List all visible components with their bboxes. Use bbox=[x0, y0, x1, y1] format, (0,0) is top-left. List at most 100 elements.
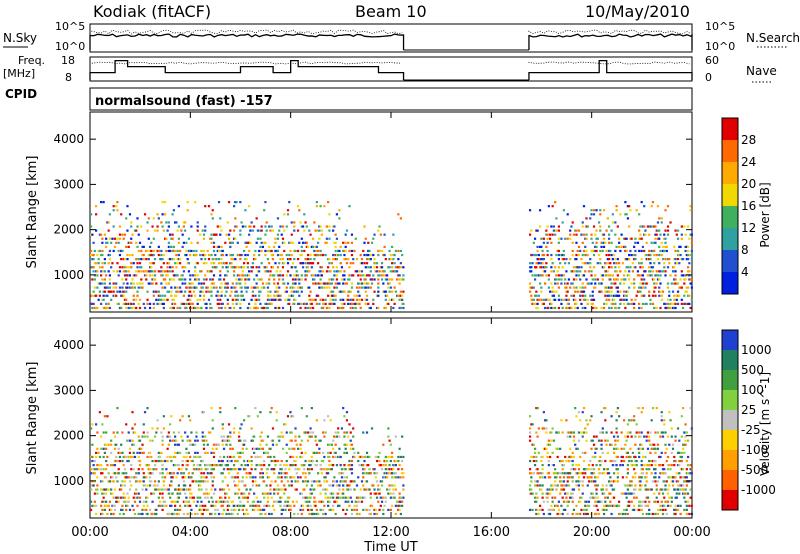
range-time-cell bbox=[137, 439, 140, 442]
range-time-cell bbox=[304, 258, 307, 261]
range-time-cell bbox=[150, 282, 153, 285]
range-time-cell bbox=[140, 249, 143, 253]
range-time-cell bbox=[327, 472, 330, 475]
range-time-cell bbox=[369, 253, 372, 257]
range-time-cell bbox=[686, 492, 690, 495]
range-time-cell bbox=[579, 480, 582, 483]
range-time-cell bbox=[93, 262, 96, 265]
range-time-cell bbox=[184, 290, 187, 293]
range-time-cell bbox=[143, 484, 147, 487]
range-time-cell bbox=[564, 492, 567, 495]
range-time-cell bbox=[289, 504, 292, 507]
range-time-cell bbox=[317, 274, 320, 277]
range-time-cell bbox=[332, 439, 335, 442]
range-time-cell bbox=[304, 451, 307, 454]
range-time-cell bbox=[349, 464, 352, 467]
range-time-cell bbox=[401, 302, 404, 306]
range-time-cell bbox=[350, 443, 354, 446]
range-time-cell bbox=[332, 225, 335, 228]
range-time-cell bbox=[367, 472, 370, 475]
range-time-cell bbox=[126, 205, 129, 208]
range-time-cell bbox=[562, 484, 566, 487]
range-time-cell bbox=[212, 468, 216, 471]
range-time-cell bbox=[564, 282, 567, 285]
range-time-cell bbox=[352, 306, 355, 310]
range-time-cell bbox=[156, 225, 159, 228]
range-time-cell bbox=[354, 302, 357, 306]
range-time-cell bbox=[121, 249, 124, 253]
range-time-cell bbox=[163, 476, 167, 479]
range-time-cell bbox=[176, 500, 179, 503]
range-time-cell bbox=[354, 237, 357, 240]
range-time-cell bbox=[299, 447, 302, 450]
range-time-cell bbox=[192, 500, 196, 503]
range-time-cell bbox=[205, 476, 208, 479]
range-time-cell bbox=[163, 294, 167, 297]
range-time-cell bbox=[358, 512, 361, 516]
range-time-cell bbox=[202, 411, 206, 414]
range-time-cell bbox=[244, 512, 247, 516]
range-time-cell bbox=[327, 200, 330, 204]
range-time-cell bbox=[545, 298, 548, 301]
range-time-cell bbox=[264, 241, 267, 244]
range-time-cell bbox=[196, 262, 199, 265]
range-time-cell bbox=[338, 488, 341, 491]
range-time-cell bbox=[619, 302, 622, 306]
range-time-cell bbox=[550, 253, 553, 257]
range-time-cell bbox=[253, 451, 256, 454]
range-time-cell bbox=[153, 435, 157, 438]
range-time-cell bbox=[394, 249, 397, 253]
range-time-cell bbox=[219, 464, 222, 467]
range-time-cell bbox=[171, 476, 174, 479]
range-time-cell bbox=[396, 266, 399, 269]
range-time-cell bbox=[391, 504, 394, 507]
range-time-cell bbox=[189, 249, 192, 253]
range-time-cell bbox=[630, 464, 633, 467]
range-time-cell bbox=[186, 464, 189, 467]
range-time-cell bbox=[328, 213, 331, 216]
range-time-cell bbox=[155, 488, 158, 491]
range-time-cell bbox=[334, 512, 337, 516]
range-time-cell bbox=[286, 496, 290, 499]
range-time-cell bbox=[256, 237, 260, 240]
range-time-cell bbox=[167, 290, 170, 293]
range-time-cell bbox=[256, 306, 260, 310]
range-time-cell bbox=[685, 468, 688, 471]
range-time-cell bbox=[145, 278, 148, 281]
range-time-cell bbox=[616, 447, 619, 450]
range-time-cell bbox=[590, 480, 593, 483]
range-time-cell bbox=[358, 270, 361, 273]
range-time-cell bbox=[653, 459, 656, 463]
range-time-cell bbox=[648, 468, 651, 471]
range-time-cell bbox=[363, 455, 366, 459]
range-time-cell bbox=[236, 294, 239, 297]
range-time-cell bbox=[117, 249, 120, 253]
range-time-cell bbox=[387, 302, 390, 306]
range-time-cell bbox=[322, 459, 325, 463]
range-time-cell bbox=[634, 237, 637, 240]
range-time-cell bbox=[162, 500, 165, 503]
range-time-cell bbox=[283, 488, 286, 491]
range-time-cell bbox=[536, 258, 539, 261]
range-time-cell bbox=[315, 443, 318, 446]
range-time-cell bbox=[202, 447, 206, 450]
range-time-cell bbox=[308, 298, 311, 301]
range-time-cell bbox=[528, 472, 532, 475]
range-time-cell bbox=[567, 484, 571, 487]
y-tick-label: 2000 bbox=[53, 223, 84, 237]
range-time-cell bbox=[259, 245, 262, 248]
range-time-cell bbox=[565, 496, 568, 499]
range-time-cell bbox=[322, 431, 325, 434]
range-time-cell bbox=[577, 431, 581, 434]
range-time-cell bbox=[634, 249, 637, 253]
range-time-cell bbox=[633, 492, 636, 495]
range-time-cell bbox=[633, 419, 636, 422]
range-time-cell bbox=[295, 274, 298, 277]
range-time-cell bbox=[666, 468, 670, 471]
range-time-cell bbox=[276, 476, 280, 479]
range-time-cell bbox=[290, 484, 293, 487]
range-time-cell bbox=[397, 249, 400, 253]
range-time-cell bbox=[289, 241, 292, 244]
range-time-cell bbox=[685, 253, 688, 257]
range-time-cell bbox=[530, 472, 533, 475]
